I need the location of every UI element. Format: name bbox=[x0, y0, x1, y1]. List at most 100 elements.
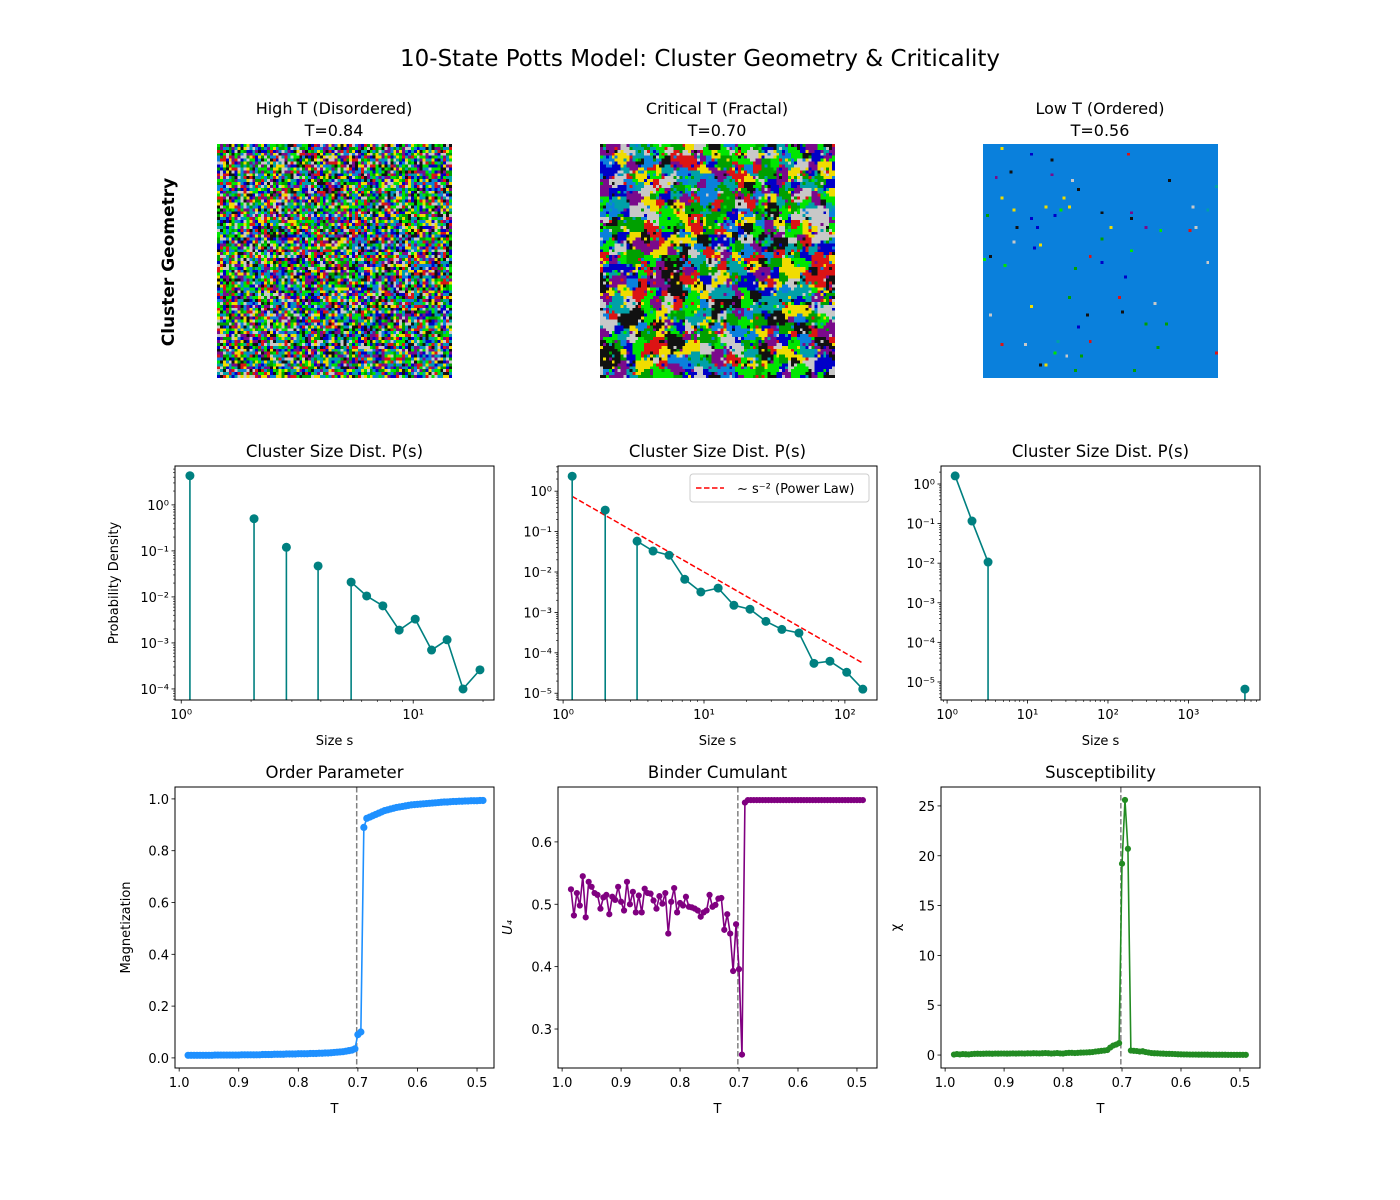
data-point bbox=[594, 891, 601, 899]
x-tick-label: 10² bbox=[834, 708, 856, 723]
y-tick-label: 20 bbox=[918, 850, 935, 865]
x-tick-label: 0.6 bbox=[788, 1076, 809, 1091]
data-point bbox=[617, 898, 625, 905]
data-point bbox=[623, 878, 631, 885]
y-tick-label: 0 bbox=[927, 1049, 935, 1064]
y-tick-label: 25 bbox=[918, 800, 935, 815]
y-tick-label: 0.4 bbox=[531, 961, 552, 976]
data-point bbox=[567, 471, 577, 481]
y-tick-label: 10⁻³ bbox=[523, 606, 552, 621]
lattice-snapshot-disordered bbox=[217, 144, 452, 378]
snapshot-title: Low T (Ordered) bbox=[1035, 99, 1164, 118]
y-tick-label: 0.5 bbox=[531, 898, 552, 913]
data-point bbox=[703, 907, 710, 914]
x-tick-label: 10⁰ bbox=[552, 708, 574, 723]
x-tick-label: 0.6 bbox=[407, 1076, 428, 1091]
data-point bbox=[635, 892, 642, 899]
data-point bbox=[950, 471, 960, 481]
data-point bbox=[674, 909, 681, 916]
chart-3: Order Parameter T Magnetization 1.0 0.9 0.8 0.… bbox=[119, 763, 495, 1117]
legend-box bbox=[689, 473, 870, 503]
x-tick-label: 0.9 bbox=[228, 1076, 249, 1091]
data-point bbox=[360, 823, 368, 832]
y-tick-label: 0.8 bbox=[148, 845, 169, 860]
lattice-snapshot-critical bbox=[600, 144, 835, 378]
y-tick-label: 10⁻² bbox=[140, 591, 169, 606]
x-axis-label: Size s bbox=[316, 734, 354, 749]
data-point bbox=[724, 911, 731, 918]
x-tick-label: 1.0 bbox=[552, 1076, 573, 1091]
data-point bbox=[458, 684, 468, 694]
data-point bbox=[410, 614, 420, 624]
data-point bbox=[579, 873, 586, 880]
x-tick-label: 0.7 bbox=[348, 1076, 369, 1091]
data-point bbox=[650, 897, 657, 904]
x-tick-label: 0.8 bbox=[288, 1076, 309, 1091]
chart-title: Susceptibility bbox=[1045, 763, 1156, 782]
data-point bbox=[858, 684, 868, 694]
snapshot-temperature: T=0.56 bbox=[1070, 121, 1130, 140]
x-tick-label: 10² bbox=[1097, 708, 1119, 723]
data-point bbox=[983, 557, 993, 567]
y-tick-label: 0.6 bbox=[148, 897, 169, 912]
x-tick-label: 0.9 bbox=[994, 1076, 1015, 1091]
data-point bbox=[809, 658, 819, 668]
plot-content bbox=[185, 471, 485, 700]
x-tick-label: 0.7 bbox=[729, 1076, 750, 1091]
y-tick-label: 0.2 bbox=[148, 1000, 169, 1015]
plot-content bbox=[950, 787, 1249, 1068]
y-tick-label: 10⁻⁵ bbox=[523, 687, 552, 702]
data-point bbox=[825, 656, 835, 666]
y-tick-label: 10 bbox=[918, 949, 935, 964]
data-point bbox=[585, 878, 592, 885]
data-point bbox=[626, 901, 634, 908]
snapshot-temperature: T=0.70 bbox=[687, 121, 747, 140]
data-point bbox=[738, 1051, 746, 1058]
data-point bbox=[662, 889, 669, 897]
data-point bbox=[603, 891, 610, 899]
data-point bbox=[713, 583, 723, 593]
data-point bbox=[606, 911, 613, 918]
x-tick-label: 0.6 bbox=[1171, 1076, 1192, 1091]
x-tick-label: 0.7 bbox=[1112, 1076, 1133, 1091]
data-point bbox=[679, 902, 687, 909]
x-tick-label: 0.5 bbox=[1230, 1076, 1251, 1091]
x-axis-label: T bbox=[713, 1102, 722, 1117]
y-tick-label: 5 bbox=[927, 999, 935, 1014]
chart-2: Cluster Size Dist. P(s) Size s 10⁰ 10¹ 10² 10… bbox=[906, 442, 1261, 749]
data-point bbox=[615, 883, 622, 890]
y-tick-label: 10⁰ bbox=[147, 499, 169, 514]
x-tick-label: 10¹ bbox=[693, 708, 715, 723]
y-tick-label: 10⁰ bbox=[913, 478, 935, 493]
y-tick-label: 10⁻¹ bbox=[140, 545, 169, 560]
chart-title: Order Parameter bbox=[266, 763, 404, 782]
x-tick-label: 10⁰ bbox=[170, 708, 192, 723]
y-tick-label: 10⁻⁴ bbox=[523, 647, 552, 662]
y-tick-label: 0.4 bbox=[148, 948, 169, 963]
data-point bbox=[730, 967, 737, 975]
data-point bbox=[694, 907, 701, 914]
chart-0: Cluster Size Dist. P(s) Size s Probability… bbox=[107, 442, 495, 749]
data-point bbox=[1115, 1039, 1123, 1047]
y-tick-label: 10⁻³ bbox=[140, 637, 169, 652]
data-point bbox=[632, 536, 642, 546]
plot-area bbox=[175, 466, 494, 700]
plot-content bbox=[567, 787, 866, 1068]
lattice-snapshot-ordered bbox=[983, 144, 1218, 378]
y-axis-label: Magnetization bbox=[119, 881, 134, 973]
data-point bbox=[647, 890, 654, 897]
figure-title: 10-State Potts Model: Cluster Geometry &… bbox=[400, 46, 1000, 72]
data-point bbox=[582, 914, 589, 921]
x-tick-label: 10³ bbox=[1178, 708, 1200, 723]
x-tick-label: 10¹ bbox=[1017, 708, 1039, 723]
data-point bbox=[597, 905, 604, 912]
chart-title: Cluster Size Dist. P(s) bbox=[246, 442, 423, 461]
plot-content bbox=[950, 471, 1250, 700]
data-point bbox=[671, 884, 678, 892]
y-tick-label: 10⁻¹ bbox=[906, 518, 935, 533]
data-point bbox=[638, 909, 645, 916]
data-point bbox=[648, 546, 658, 556]
y-tick-label: 10⁻⁵ bbox=[906, 676, 935, 691]
chart-5: Susceptibility Tχ 1.0 0.9 0.8 0.7 0.6 0.5 0 5 10 15… bbox=[889, 763, 1261, 1117]
